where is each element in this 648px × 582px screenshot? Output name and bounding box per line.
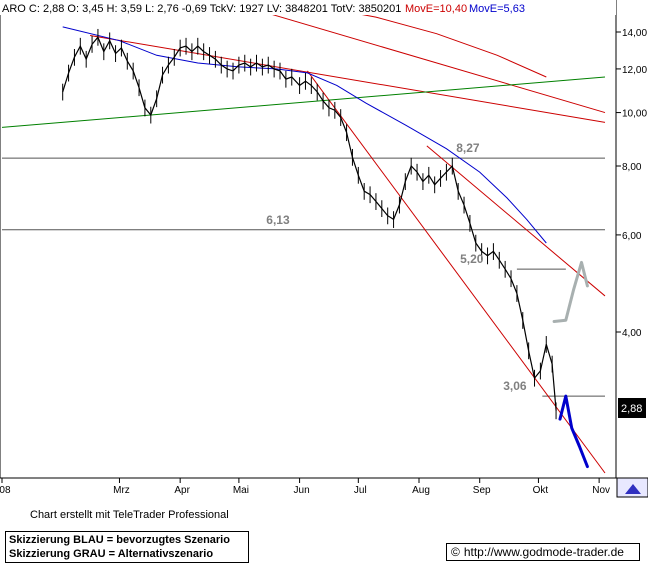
x-tick-label-9: Nov [592, 485, 610, 496]
header-quote: ARO C: 2,88 O: 3,45 H: 3,59 L: 2,76 -0,6… [2, 3, 401, 15]
legend-blue: Skizzierung BLAU = bevorzugtes Szenario [9, 534, 230, 546]
plot-area [0, 0, 617, 479]
x-tick-label-7: Sep [473, 485, 491, 496]
x-tick-label-6: Aug [412, 485, 430, 496]
level-label-3: 3,06 [503, 379, 527, 393]
source-box[interactable]: © http://www.godmode-trader.de [446, 543, 640, 561]
horizontal-levels [2, 157, 605, 397]
scenario-path-1 [552, 260, 589, 323]
scenario-legend: Skizzierung BLAU = bevorzugtes Szenario … [5, 531, 249, 563]
x-tick-label-8: Okt [533, 485, 549, 496]
y-tick-label-0: 4,00 [622, 328, 642, 339]
level-labels: 8,27 6,13 5,20 3,06 [266, 141, 527, 393]
x-tick-label-1: Mrz [113, 485, 130, 496]
scenario-path-0 [558, 394, 589, 469]
x-tick-label-4: Jun [294, 485, 310, 496]
level-label-0: 8,27 [456, 141, 480, 155]
y-tick-label-5: 14,00 [622, 28, 647, 39]
level-label-2: 5,20 [460, 252, 484, 266]
trendline-mid-downtrend [426, 145, 606, 297]
trendline-long-downtrend [90, 34, 606, 123]
scenarios [552, 260, 589, 469]
source-url[interactable]: http://www.godmode-trader.de [463, 545, 624, 559]
x-axis: '08 Mrz Apr Mai Jun Jul Aug Sep Okt Nov [0, 478, 610, 496]
price-series [62, 28, 557, 420]
y-tick-label-4: 12,00 [622, 65, 647, 76]
trendline-support-trendline [1, 76, 606, 128]
last-price-label: 2,88 [621, 403, 642, 415]
ma1-label: MovE=10,40 [405, 3, 467, 15]
copyright-icon: © [451, 545, 460, 559]
level-label-1: 6,13 [266, 213, 290, 227]
x-tick-label-2: Apr [174, 485, 190, 496]
chart-settings-icon[interactable] [625, 484, 641, 494]
legend-gray: Skizzierung GRAU = Alternativszenario [9, 548, 214, 560]
y-tick-label-3: 10,00 [622, 109, 647, 120]
chart-credit: Chart erstellt mit TeleTrader Profession… [30, 509, 229, 521]
y-tick-label-2: 8,00 [622, 162, 642, 173]
x-tick-label-5: Jul [354, 485, 367, 496]
x-tick-label-0: '08 [0, 485, 11, 496]
y-tick-label-1: 6,00 [622, 231, 642, 242]
trendline-upper-resistance [221, 0, 606, 114]
moving-average-0 [62, 26, 547, 244]
y-axis: 4,00 6,00 8,00 10,00 12,00 14,00 [616, 28, 647, 339]
header-bar [0, 0, 616, 15]
x-tick-label-3: Mai [233, 485, 249, 496]
last-price-badge [618, 398, 646, 418]
ma2-label: MovE=5,63 [469, 3, 525, 15]
